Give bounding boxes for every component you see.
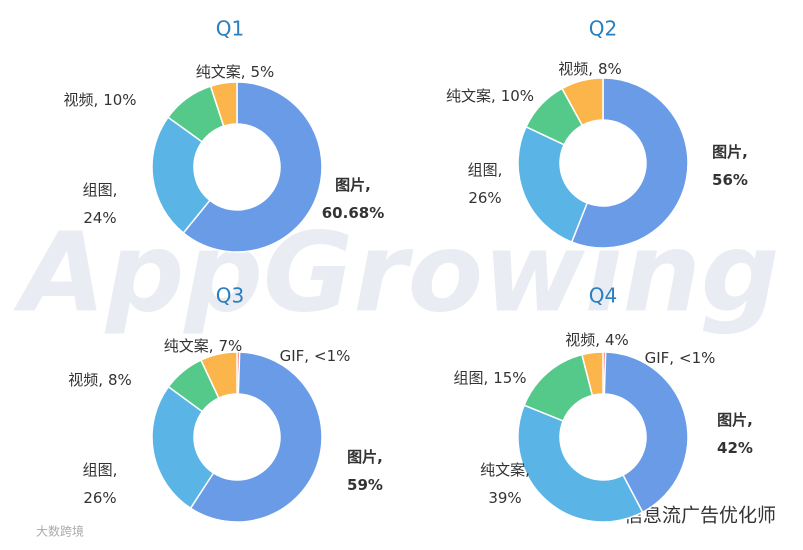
slice-name: 图片, — [717, 411, 753, 429]
slice-label: 视频, 10% — [63, 91, 136, 109]
slice-name: 纯文案, — [164, 337, 214, 355]
donut-segment — [182, 81, 323, 253]
slice-value: 7% — [218, 337, 242, 355]
slice-label: 纯文案, 10% — [446, 87, 534, 105]
slice-value: 15% — [493, 369, 526, 387]
slice-value: <1% — [314, 347, 350, 365]
slice-name: 组图, — [468, 161, 503, 179]
slice-name: 视频, — [565, 331, 600, 349]
slice-name: 图片, — [335, 176, 371, 194]
donut-segment — [151, 116, 211, 234]
slice-value: 26% — [83, 489, 116, 507]
slice-name: 图片, — [347, 448, 383, 466]
donut-segment — [517, 404, 644, 523]
slice-label: 图片, 60.68% — [322, 176, 384, 222]
slice-label: 组图, 24% — [83, 181, 118, 227]
slice-value: 10% — [103, 91, 136, 109]
slice-label: 纯文案, 7% — [164, 337, 243, 355]
chart-title: Q3 — [216, 284, 244, 308]
slice-value: <1% — [679, 349, 715, 367]
slice-label: 纯文案, 39% — [480, 461, 530, 507]
slice-name: 组图, — [83, 461, 118, 479]
watermark: AppGrowing — [12, 208, 779, 336]
slice-label: 图片, 42% — [717, 411, 753, 457]
slice-label: GIF, <1% — [280, 347, 351, 365]
slice-value: 8% — [598, 60, 622, 78]
corner-text: 大数跨境 — [36, 524, 84, 539]
donut-segment — [199, 351, 238, 400]
slice-value: 42% — [717, 439, 753, 457]
slice-name: 视频, — [68, 371, 103, 389]
slice-label: 视频, 4% — [565, 331, 629, 349]
donut-segment — [561, 77, 604, 127]
slice-value: 10% — [501, 87, 534, 105]
slice-label: 图片, 56% — [712, 143, 748, 189]
slice-label: 视频, 8% — [68, 371, 132, 389]
slice-label: 纯文案, 5% — [196, 63, 275, 81]
slice-label: 视频, 8% — [558, 60, 622, 78]
slice-name: 视频, — [63, 91, 98, 109]
slice-value: 24% — [83, 209, 116, 227]
slice-name: 组图, — [453, 369, 488, 387]
slice-value: 59% — [347, 476, 383, 494]
slice-name: GIF, — [645, 349, 674, 367]
slice-name: 组图, — [83, 181, 118, 199]
slice-value: 60.68% — [322, 204, 384, 222]
chart-title: Q2 — [589, 17, 617, 41]
slice-value: 5% — [250, 63, 274, 81]
donut-segment — [189, 351, 323, 523]
donut-segment — [209, 81, 238, 128]
donut-segment — [581, 351, 604, 397]
slice-name: 纯文案, — [196, 63, 246, 81]
slice-label: 组图, 26% — [468, 161, 503, 207]
slice-label: 图片, 59% — [347, 448, 383, 494]
slice-label: 组图, 26% — [83, 461, 118, 507]
slice-value: 8% — [108, 371, 132, 389]
footer-text: 信息流广告优化师 — [624, 505, 776, 527]
slice-value: 4% — [605, 331, 629, 349]
slice-label: 组图, 15% — [453, 369, 526, 387]
slice-value: 56% — [712, 171, 748, 189]
donut-segment — [570, 77, 689, 249]
slice-name: 纯文案, — [446, 87, 496, 105]
donut-segment — [603, 351, 689, 514]
chart-title: Q1 — [216, 17, 244, 41]
slice-name: 视频, — [558, 60, 593, 78]
donut-segment — [151, 385, 215, 510]
slice-name: 纯文案, — [480, 461, 530, 479]
slice-label: GIF, <1% — [645, 349, 716, 367]
slice-name: GIF, — [280, 347, 309, 365]
slice-name: 图片, — [712, 143, 748, 161]
donut-segment — [517, 125, 589, 244]
chart-title: Q4 — [589, 284, 617, 308]
slice-value: 39% — [488, 489, 521, 507]
slice-value: 26% — [468, 189, 501, 207]
